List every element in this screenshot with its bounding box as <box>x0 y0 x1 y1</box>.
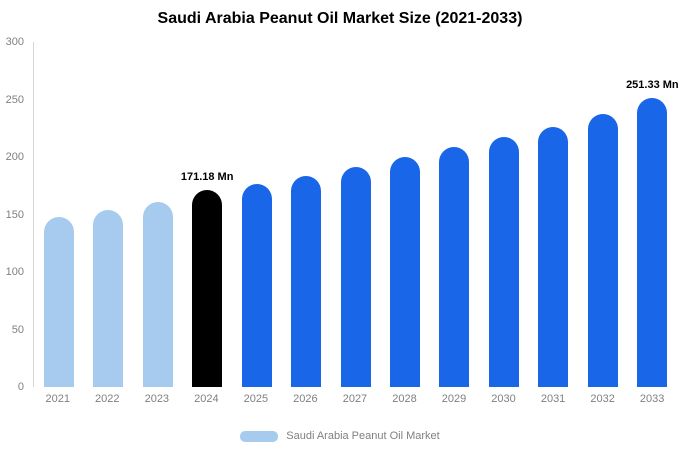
bar-value-label-2033: 251.33 Mn <box>626 78 679 91</box>
x-label-2024: 2024 <box>194 393 219 405</box>
y-tick-200: 200 <box>5 151 24 163</box>
bar-2023[interactable] <box>142 201 173 387</box>
x-label-2026: 2026 <box>293 393 318 405</box>
y-tick-100: 100 <box>5 266 24 278</box>
bar-2024[interactable]: 171.18 Mn <box>181 171 233 387</box>
x-label-2025: 2025 <box>243 393 269 405</box>
y-tick-300: 300 <box>5 36 24 48</box>
bar-slot-2030 <box>479 42 528 387</box>
bar-2029[interactable] <box>439 147 470 387</box>
bar-2030[interactable] <box>488 136 519 387</box>
bar-slot-2033: 251.33 Mn <box>626 42 679 387</box>
bar-2028[interactable] <box>390 157 421 387</box>
bar-slot-2021 <box>34 42 83 387</box>
y-axis: 0 50 100 150 200 250 300 <box>0 36 30 393</box>
bar-slot-2031 <box>529 42 578 387</box>
bar-slot-2024: 171.18 Mn <box>181 42 233 387</box>
y-tick-150: 150 <box>5 208 24 221</box>
x-label-2022: 2022 <box>95 393 120 405</box>
x-label-2028: 2028 <box>392 393 417 405</box>
y-tick-50: 50 <box>11 323 24 336</box>
bar-2032[interactable] <box>587 114 618 387</box>
chart-title: Saudi Arabia Peanut Oil Market Size (202… <box>157 10 523 27</box>
bar-value-label-2024: 171.18 Mn <box>180 171 234 184</box>
x-label-2023: 2023 <box>144 393 170 405</box>
x-label-2021: 2021 <box>45 393 70 405</box>
bar-slot-2032 <box>578 42 627 387</box>
bar-2025[interactable] <box>241 184 272 387</box>
legend-item[interactable]: Saudi Arabia Peanut Oil Market <box>0 430 680 442</box>
bar-slot-2023 <box>133 42 182 387</box>
bar-slot-2025 <box>232 42 281 387</box>
x-label-2029: 2029 <box>441 393 467 405</box>
bar-slot-2026 <box>281 42 330 387</box>
bar-slot-2029 <box>430 42 479 387</box>
x-label-2030: 2030 <box>491 393 516 405</box>
bar-2026[interactable] <box>291 175 322 387</box>
bar-slot-2022 <box>83 42 132 387</box>
legend-label: Saudi Arabia Peanut Oil Market <box>286 430 440 442</box>
legend-swatch <box>240 430 279 442</box>
y-tick-250: 250 <box>5 93 24 106</box>
bar-slot-2027 <box>331 42 380 387</box>
x-label-2031: 2031 <box>540 393 566 405</box>
x-axis: 2021 2022 2023 2024 2025 2026 2027 2028 2029 2030… <box>33 393 677 407</box>
bar-2033[interactable]: 251.33 Mn <box>626 79 679 387</box>
x-label-2033: 2033 <box>639 393 665 405</box>
x-label-2027: 2027 <box>342 393 368 405</box>
y-tick-0: 0 <box>17 381 24 393</box>
bar-2022[interactable] <box>93 210 124 387</box>
x-label-2032: 2032 <box>590 393 615 405</box>
bar-slot-2028 <box>380 42 429 387</box>
bar-2031[interactable] <box>538 126 569 387</box>
plot-area: 171.18 Mn 251.33 Mn <box>33 42 679 387</box>
bars: 171.18 Mn 251.33 Mn <box>34 42 679 387</box>
bar-2027[interactable] <box>340 166 371 387</box>
bar-2021[interactable] <box>43 217 74 387</box>
